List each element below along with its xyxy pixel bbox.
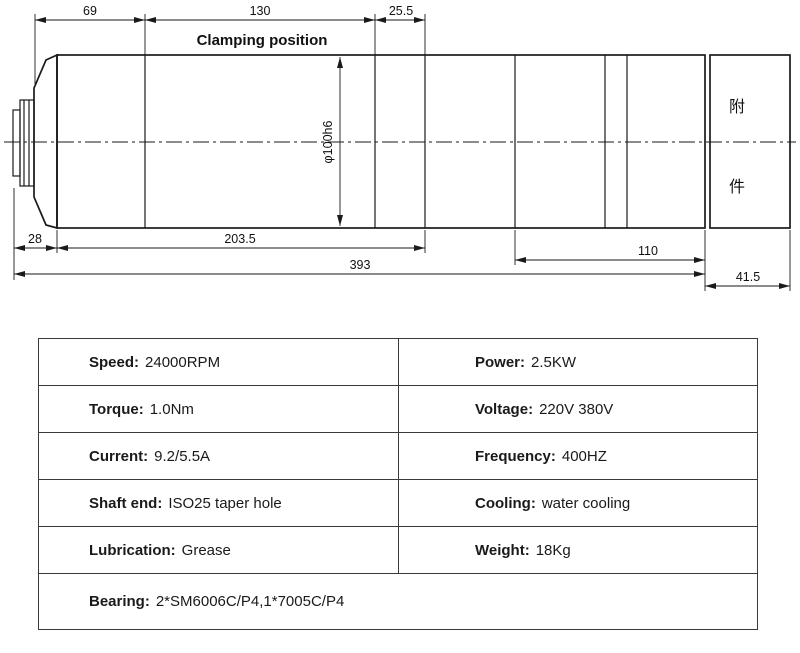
rear-attachment-block bbox=[709, 54, 791, 229]
dim-25-5: 25.5 bbox=[389, 4, 413, 18]
spec-label: Frequency: bbox=[475, 447, 556, 465]
spec-value: 400HZ bbox=[561, 447, 607, 465]
spindle-drawing-svg: 69 130 25.5 Clamping position φ100h6 附 件… bbox=[4, 4, 796, 291]
spindle-technical-drawing: 69 130 25.5 Clamping position φ100h6 附 件… bbox=[0, 0, 800, 300]
spec-label: Cooling: bbox=[475, 494, 536, 512]
spec-value: 220V 380V bbox=[539, 400, 614, 418]
spec-value: 2*SM6006C/P4,1*7005C/P4 bbox=[155, 593, 345, 610]
spec-value: 18Kg bbox=[535, 541, 571, 559]
spec-value: ISO25 taper hole bbox=[168, 494, 282, 512]
spec-cell-frequency: Frequency: 400HZ bbox=[399, 433, 757, 479]
spec-value: 1.0Nm bbox=[149, 400, 194, 418]
spec-value: 24000RPM bbox=[145, 353, 221, 371]
spec-cell-torque: Torque: 1.0Nm bbox=[39, 386, 399, 432]
spec-label: Speed: bbox=[89, 353, 140, 371]
spec-label: Power: bbox=[475, 353, 526, 371]
specs-table: Speed: 24000RPM Power: 2.5KW Torque: 1.0… bbox=[38, 338, 758, 630]
spec-label: Torque: bbox=[89, 400, 144, 418]
spec-cell-power: Power: 2.5KW bbox=[399, 339, 757, 385]
spec-label: Lubrication: bbox=[89, 541, 176, 559]
table-row: Current: 9.2/5.5A Frequency: 400HZ bbox=[39, 433, 757, 480]
spec-cell-shaft-end: Shaft end: ISO25 taper hole bbox=[39, 480, 399, 526]
spindle-outline bbox=[12, 53, 791, 230]
table-row: Shaft end: ISO25 taper hole Cooling: wat… bbox=[39, 480, 757, 527]
spec-cell-weight: Weight: 18Kg bbox=[399, 527, 757, 573]
spec-value: water cooling bbox=[541, 494, 631, 512]
table-row: Lubrication: Grease Weight: 18Kg bbox=[39, 527, 757, 574]
spec-cell-cooling: Cooling: water cooling bbox=[399, 480, 757, 526]
spec-label: Shaft end: bbox=[89, 494, 163, 512]
spindle-tip bbox=[19, 99, 35, 187]
spec-label: Voltage: bbox=[475, 400, 534, 418]
spec-value: Grease bbox=[181, 541, 231, 559]
dim-393: 393 bbox=[350, 258, 371, 272]
dim-41-5: 41.5 bbox=[736, 270, 760, 284]
dim-28: 28 bbox=[28, 232, 42, 246]
spec-cell-lubrication: Lubrication: Grease bbox=[39, 527, 399, 573]
dim-203-5: 203.5 bbox=[224, 232, 255, 246]
spindle-body bbox=[56, 54, 706, 229]
table-row: Torque: 1.0Nm Voltage: 220V 380V bbox=[39, 386, 757, 433]
spec-value: 2.5KW bbox=[531, 353, 577, 371]
spec-cell-voltage: Voltage: 220V 380V bbox=[399, 386, 757, 432]
spec-label: Weight: bbox=[475, 541, 530, 559]
spindle-tip-face bbox=[12, 109, 21, 177]
dim-130: 130 bbox=[250, 4, 271, 18]
dim-110: 110 bbox=[638, 244, 658, 258]
diameter-dimension: φ100h6 bbox=[321, 57, 343, 226]
clamping-position-label: Clamping position bbox=[197, 32, 328, 49]
spec-cell-bearing: Bearing: 2*SM6006C/P4,1*7005C/P4 bbox=[39, 574, 757, 629]
attachment-label: 附 件 bbox=[729, 98, 745, 196]
dim-dia-100h6: φ100h6 bbox=[321, 121, 335, 164]
spec-label: Current: bbox=[89, 447, 149, 465]
spec-cell-speed: Speed: 24000RPM bbox=[39, 339, 399, 385]
spindle-nose-cone bbox=[33, 53, 58, 230]
attachment-char-bottom: 件 bbox=[729, 178, 745, 196]
top-dimensions: 69 130 25.5 Clamping position bbox=[34, 4, 426, 84]
spec-cell-current: Current: 9.2/5.5A bbox=[39, 433, 399, 479]
bottom-dimensions: 28 203.5 110 393 41.5 bbox=[13, 188, 791, 291]
table-row: Speed: 24000RPM Power: 2.5KW bbox=[39, 339, 757, 386]
attachment-char-top: 附 bbox=[729, 98, 745, 116]
spec-value: 9.2/5.5A bbox=[154, 447, 211, 465]
dim-69: 69 bbox=[83, 4, 97, 18]
spec-label: Bearing: bbox=[89, 593, 150, 610]
